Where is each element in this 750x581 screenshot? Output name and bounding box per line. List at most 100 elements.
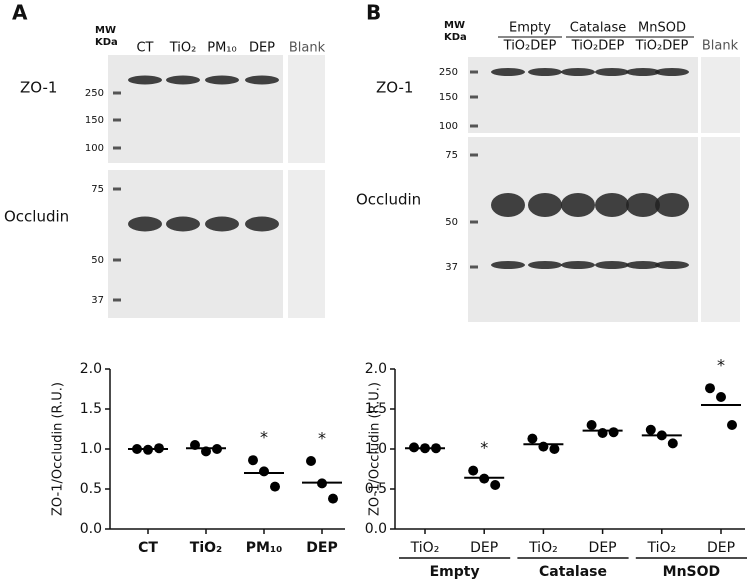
- blank-label: Blank: [702, 39, 739, 54]
- group-label: Empty: [430, 564, 480, 580]
- blot-band: [595, 193, 629, 217]
- blot-band: [528, 261, 562, 269]
- marker-label: 150: [85, 115, 104, 126]
- x-tick-label: DEP: [707, 540, 735, 556]
- y-tick-label: 0.0: [80, 521, 102, 537]
- marker-label: 50: [91, 255, 104, 266]
- blot-band: [626, 193, 660, 217]
- data-point: [608, 427, 619, 438]
- y-tick-label: 1.5: [365, 401, 387, 417]
- group-label: Catalase: [539, 564, 607, 580]
- protein-label: Occludin: [356, 191, 421, 209]
- ladder-band: [470, 220, 478, 224]
- ladder-band: [470, 153, 478, 157]
- lane-label: TiO₂DEP: [571, 39, 625, 54]
- blot-band: [655, 68, 689, 76]
- data-point: [645, 424, 656, 435]
- blot-band: [595, 261, 629, 269]
- blot-band: [561, 193, 595, 217]
- ladder-band: [113, 258, 121, 262]
- lane-label: PM₁₀: [207, 41, 236, 56]
- blot-band: [166, 216, 200, 232]
- ladder-band: [113, 118, 121, 122]
- group-label: Catalase: [570, 21, 626, 36]
- blot-band: [128, 75, 162, 85]
- lane-label: TiO₂DEP: [503, 39, 557, 54]
- group-label: MnSOD: [638, 21, 686, 36]
- y-tick-label: 1.0: [80, 441, 102, 457]
- blot-image: [108, 170, 283, 318]
- data-point: [549, 444, 560, 454]
- data-point: [727, 420, 737, 430]
- data-point: [705, 383, 715, 394]
- blank-lane: [288, 55, 325, 163]
- ladder-band: [470, 70, 478, 74]
- mw-label: MW: [95, 25, 116, 36]
- x-tick-label: TiO₂: [410, 540, 440, 556]
- mw-label: MW: [444, 20, 465, 31]
- blot-image: [108, 55, 283, 163]
- ladder-band: [470, 95, 478, 99]
- blot-band: [491, 261, 525, 269]
- x-tick-label: TiO₂: [528, 540, 558, 556]
- data-point: [248, 455, 258, 466]
- significance-mark: *: [480, 438, 488, 457]
- marker-label: 250: [439, 67, 458, 78]
- blot-band: [205, 75, 239, 85]
- blank-lane: [288, 170, 325, 318]
- marker-label: 50: [445, 217, 458, 228]
- blot-band: [491, 68, 525, 76]
- y-tick-label: 1.5: [80, 401, 102, 417]
- significance-mark: *: [260, 428, 268, 447]
- blot-image: [468, 137, 698, 322]
- marker-label: 150: [439, 92, 458, 103]
- blot-band: [655, 261, 689, 269]
- blot-band: [128, 216, 162, 232]
- panel-letter: A: [12, 1, 28, 25]
- data-point: [306, 456, 316, 466]
- data-point: [468, 465, 479, 476]
- ladder-band: [470, 265, 478, 269]
- blot-band: [561, 68, 595, 76]
- blot-band: [528, 193, 562, 217]
- data-point: [259, 466, 269, 477]
- data-point: [597, 428, 608, 438]
- lane-label: TiO₂: [169, 41, 197, 56]
- ladder-band: [113, 146, 121, 150]
- x-tick-label: PM₁₀: [246, 540, 282, 556]
- ladder-band: [470, 124, 478, 128]
- data-point: [716, 392, 726, 402]
- marker-label: 250: [85, 88, 104, 99]
- data-point: [667, 438, 678, 449]
- y-tick-label: 1.0: [365, 441, 387, 457]
- lane-label: DEP: [249, 41, 275, 56]
- blot-band: [655, 193, 689, 217]
- data-point: [586, 420, 597, 430]
- data-point: [328, 493, 338, 504]
- marker-label: 100: [439, 121, 458, 132]
- ladder-band: [113, 187, 121, 191]
- marker-label: 75: [91, 184, 104, 195]
- blank-label: Blank: [289, 41, 326, 56]
- blot-band: [626, 68, 660, 76]
- significance-mark: *: [318, 429, 326, 448]
- blot-band: [595, 68, 629, 76]
- x-tick-label: TiO₂: [646, 540, 676, 556]
- x-tick-label: TiO₂: [190, 540, 222, 556]
- marker-label: 100: [85, 143, 104, 154]
- y-tick-label: 0.5: [365, 481, 387, 497]
- blot-band: [528, 68, 562, 76]
- blot-band: [491, 193, 525, 217]
- group-label: MnSOD: [663, 564, 721, 580]
- kda-label: KDa: [95, 37, 118, 48]
- blank-lane: [701, 57, 740, 133]
- data-point: [490, 480, 501, 490]
- x-tick-label: CT: [138, 540, 158, 556]
- data-point: [538, 441, 549, 452]
- data-point: [527, 433, 538, 444]
- y-tick-label: 0.5: [80, 481, 102, 497]
- data-point: [270, 481, 280, 492]
- protein-label: ZO-1: [376, 79, 413, 97]
- blot-band: [166, 75, 200, 85]
